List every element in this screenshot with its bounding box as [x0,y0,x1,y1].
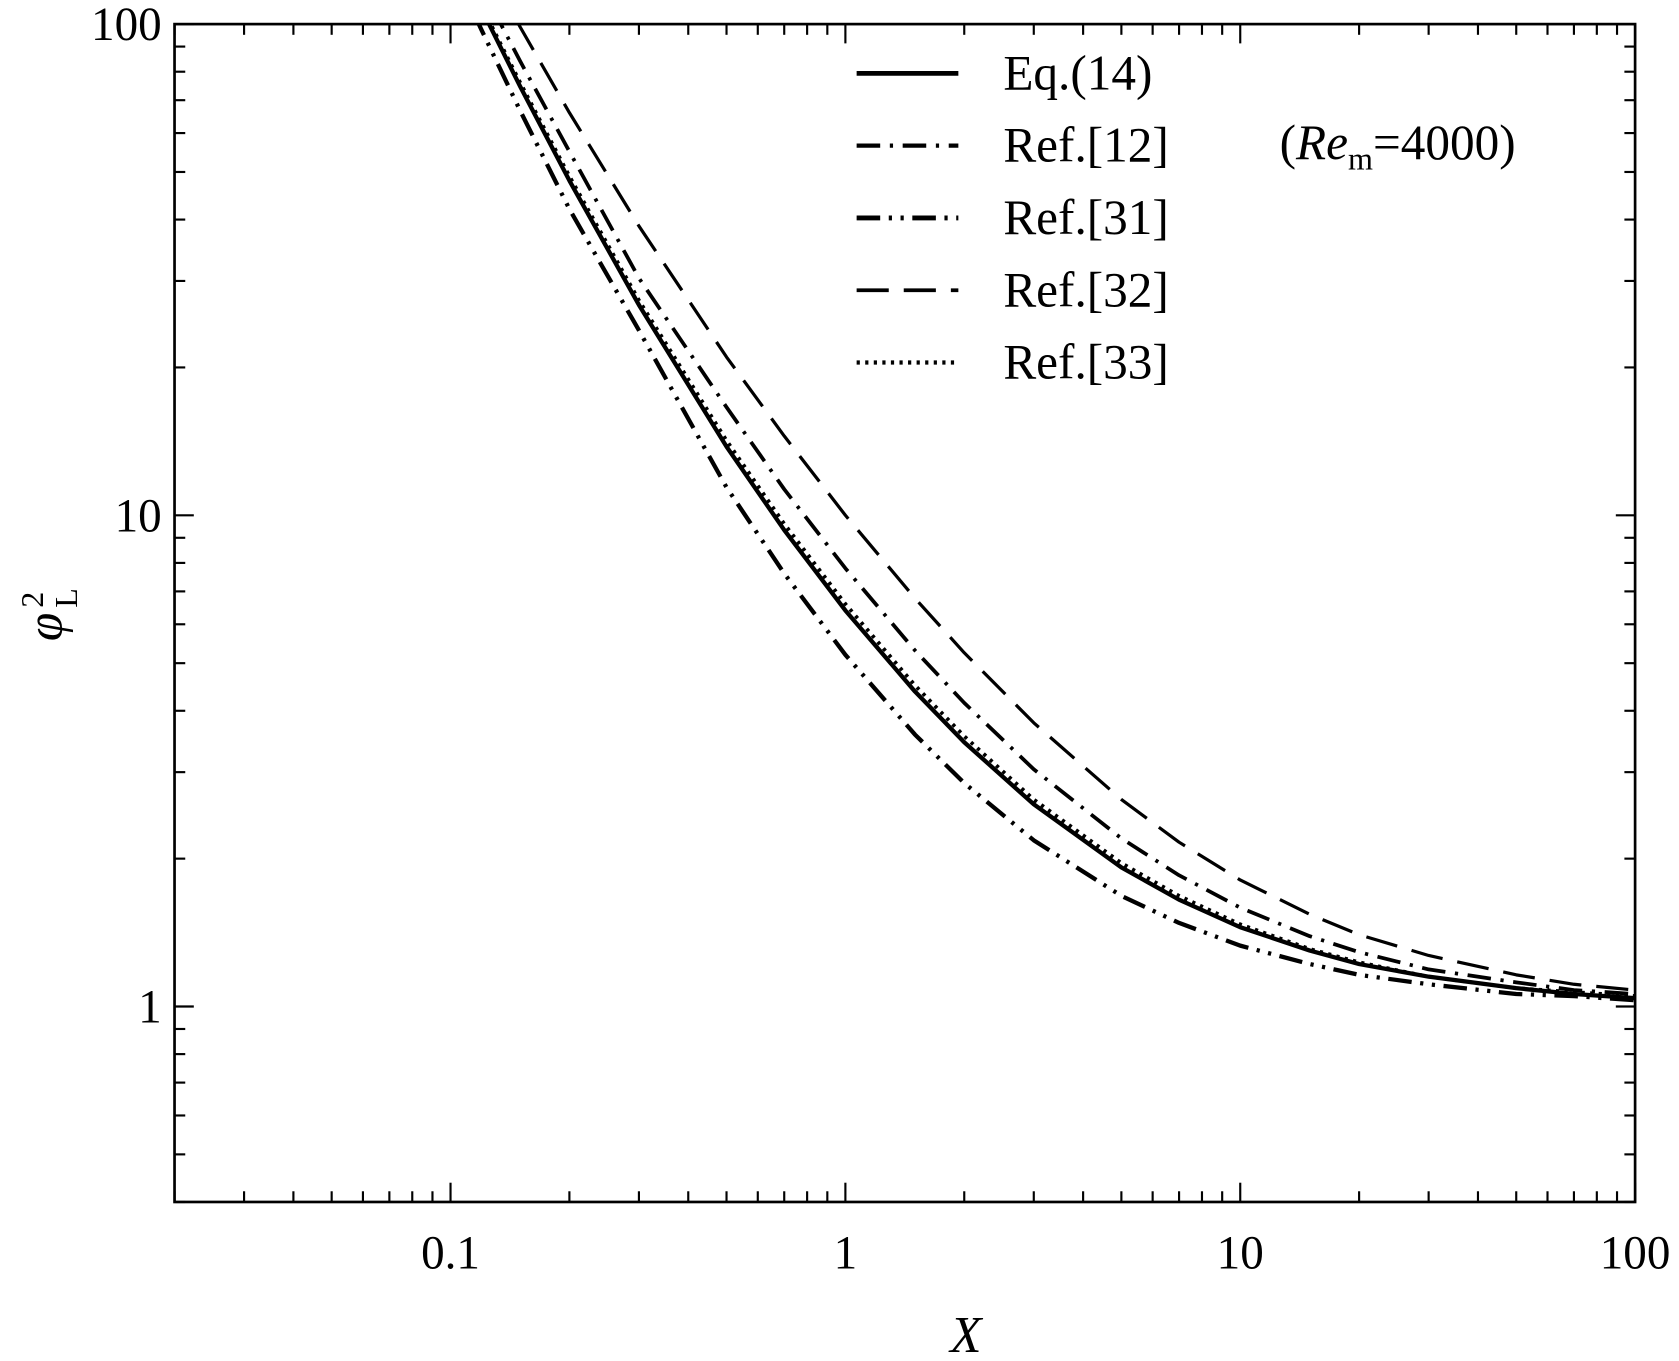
y-tick-label: 1 [138,982,162,1034]
series-line-1 [498,24,1636,996]
annotation-open: ( [1280,115,1296,170]
series-line-3 [516,24,1636,992]
annotation-sub: m [1348,141,1373,177]
legend-label-4: Ref.[33] [1003,335,1168,390]
series-line-0 [486,24,1636,1001]
legend: Eq.(14) Ref.[12] Ref.[31] Ref.[32] Ref.[33] [856,45,1169,390]
y-axis-label-sup: 2 [14,592,50,608]
x-tick-label: 100 [1600,1227,1671,1279]
y-axis-label-sub: L [48,588,84,608]
x-tick-label: 10 [1217,1227,1264,1279]
legend-label-1: Ref.[12] [1003,118,1168,173]
series-layer [476,24,1636,1003]
y-axis-label-symbol: φ [17,613,74,641]
x-tick-label: 0.1 [421,1227,480,1279]
legend-label-0: Eq.(14) [1003,45,1152,100]
plot-frame [173,22,1637,1204]
y-tick-label: 10 [115,490,162,542]
annotation-re: Re [1295,115,1348,170]
ticks-layer: 0.1 1 10 100 1 10 100 [91,0,1670,1279]
annotation-rest: =4000) [1373,115,1516,170]
x-tick-label: 1 [834,1227,858,1279]
series-line-2 [476,24,1636,1003]
legend-label-3: Ref.[32] [1003,262,1168,317]
x-axis-label: X [948,1307,984,1361]
y-axis-label: φ 2 L [14,588,84,641]
legend-label-2: Ref.[31] [1003,190,1168,245]
reynolds-annotation: (Rem=4000) [1280,115,1516,177]
y-tick-label: 100 [91,0,162,51]
